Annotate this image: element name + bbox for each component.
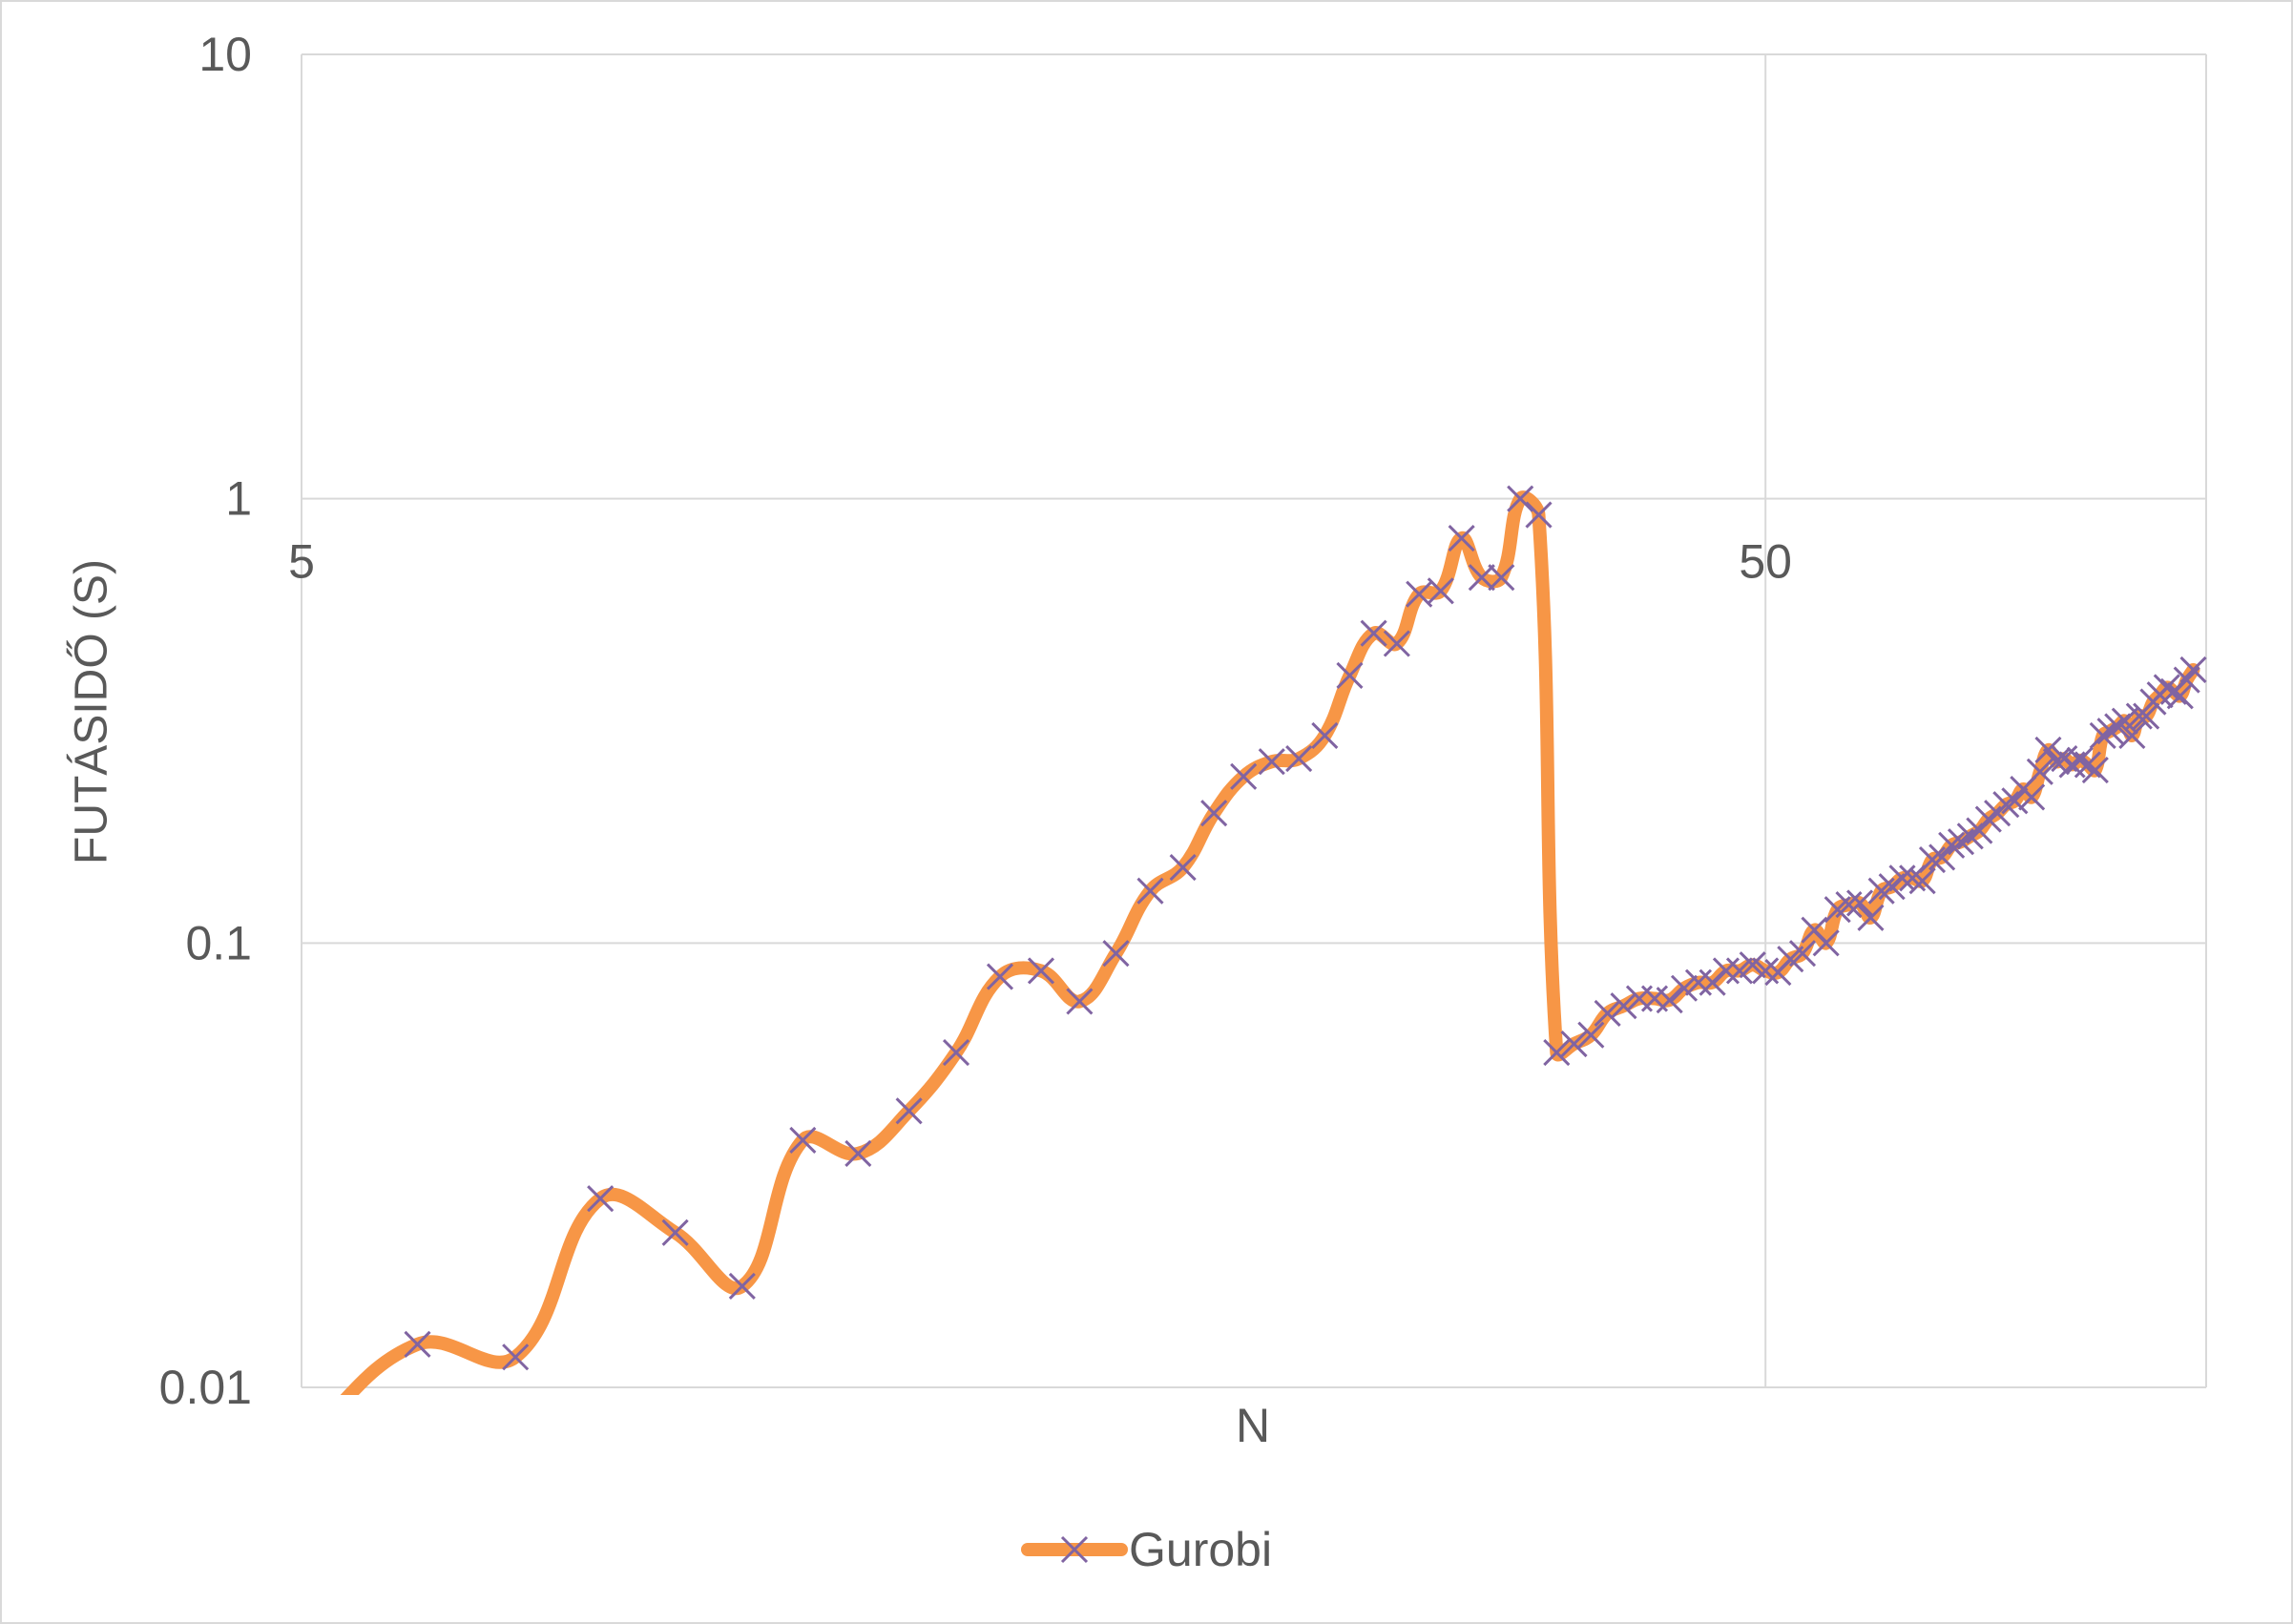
gurobi-point-marker xyxy=(1938,831,1966,859)
gurobi-point-marker xyxy=(2066,746,2094,774)
gurobi-point-marker xyxy=(1230,762,1258,790)
gurobi-point-marker xyxy=(1684,968,1713,996)
gurobi-point-marker xyxy=(2118,721,2146,749)
x-axis-title: N xyxy=(1236,1399,1270,1452)
gurobi-point-marker xyxy=(1656,987,1683,1014)
gurobi-point-marker xyxy=(2042,748,2071,776)
gurobi-point-marker xyxy=(1577,1021,1605,1049)
gurobi-point-marker xyxy=(1200,800,1228,827)
gurobi-markers xyxy=(404,485,2207,1371)
gurobi-point-marker xyxy=(1835,891,1863,919)
gurobi-point-marker xyxy=(1066,988,1094,1015)
y-tick-label: 0.1 xyxy=(185,916,252,969)
gurobi-point-marker xyxy=(1169,853,1197,882)
gurobi-point-marker xyxy=(1594,999,1621,1027)
gurobi-point-marker xyxy=(1543,1039,1571,1067)
gurobi-point-marker xyxy=(2153,674,2180,701)
y-tick-label: 1 xyxy=(225,472,252,526)
gurobi-point-marker xyxy=(2018,783,2046,811)
gurobi-point-marker xyxy=(1857,904,1885,931)
gurobi-point-marker xyxy=(2026,758,2053,785)
x-tick-label: 50 xyxy=(1739,535,1792,589)
legend: Gurobi xyxy=(1021,1523,1272,1576)
y-axis-title: FUTÁSIDŐ (S) xyxy=(67,559,117,864)
gurobi-point-marker xyxy=(1918,845,1947,874)
gurobi-point-marker xyxy=(2081,757,2109,784)
y-tick-label: 10 xyxy=(198,28,252,81)
tick-labels: 10 1 0.1 0.01 5 50 xyxy=(159,28,1792,1414)
gurobi-point-marker xyxy=(1725,957,1754,985)
gurobi-point-marker xyxy=(2096,718,2124,745)
gurobi-point-marker xyxy=(1285,745,1313,773)
gurobi-point-marker xyxy=(587,1185,615,1213)
gurobi-point-marker xyxy=(1507,485,1534,512)
gurobi-point-marker xyxy=(2179,656,2207,684)
gurobi-point-marker xyxy=(1258,748,1285,776)
gurobi-point-marker xyxy=(1928,843,1956,871)
gurobi-point-marker xyxy=(2001,787,2029,815)
series-area xyxy=(340,485,2207,1395)
gurobi-point-marker xyxy=(2034,736,2062,764)
gurobi-point-marker xyxy=(1383,630,1410,657)
gurobi-point-marker xyxy=(1670,974,1699,1002)
gurobi-point-marker xyxy=(2166,682,2194,710)
gurobi-point-marker xyxy=(986,963,1014,990)
gurobi-point-marker xyxy=(1448,524,1475,552)
gurobi-point-marker xyxy=(1311,721,1339,749)
x-tick-label: 5 xyxy=(288,535,315,589)
gurobi-point-marker xyxy=(1788,940,1817,968)
legend-label: Gurobi xyxy=(1129,1523,1272,1576)
gurobi-point-marker xyxy=(2111,707,2138,735)
gurobi-point-marker xyxy=(789,1126,817,1155)
gurobi-point-marker xyxy=(1336,661,1364,690)
gurobi-point-marker xyxy=(942,1039,970,1067)
gurobi-point-marker xyxy=(1136,877,1164,905)
gurobi-point-marker xyxy=(2074,751,2101,779)
gurobi-point-marker xyxy=(728,1272,756,1300)
gurobi-point-marker xyxy=(1845,889,1874,917)
gurobi-point-marker xyxy=(1360,619,1387,647)
gurobi-point-marker xyxy=(1812,929,1840,957)
gurobi-point-marker xyxy=(1468,564,1495,592)
gurobi-point-marker xyxy=(1752,957,1780,985)
legend-x-marker-icon xyxy=(1060,1535,1089,1564)
gurobi-point-marker xyxy=(1560,1030,1588,1058)
gurobi-point-marker xyxy=(1908,867,1936,895)
gurobi-point-marker xyxy=(1488,564,1515,592)
gurobi-point-marker xyxy=(404,1330,431,1358)
gurobi-point-marker xyxy=(1739,951,1766,979)
gurobi-point-marker xyxy=(502,1343,530,1371)
gurobi-point-marker xyxy=(1027,957,1055,985)
gurobi-point-marker xyxy=(2089,721,2116,749)
gurobi-point-marker xyxy=(1525,501,1553,529)
gurobi-point-marker xyxy=(1427,577,1454,605)
gurobi-point-marker xyxy=(895,1097,923,1125)
gurobi-point-marker xyxy=(1102,940,1130,968)
gurobi-point-marker xyxy=(661,1218,689,1246)
gurobi-point-marker xyxy=(1712,957,1741,985)
gridlines xyxy=(301,53,2207,1388)
gurobi-point-marker xyxy=(2133,702,2160,730)
gurobi-point-marker xyxy=(1610,992,1637,1020)
gurobi-point-marker xyxy=(844,1139,872,1167)
y-tick-label: 0.01 xyxy=(159,1361,252,1414)
